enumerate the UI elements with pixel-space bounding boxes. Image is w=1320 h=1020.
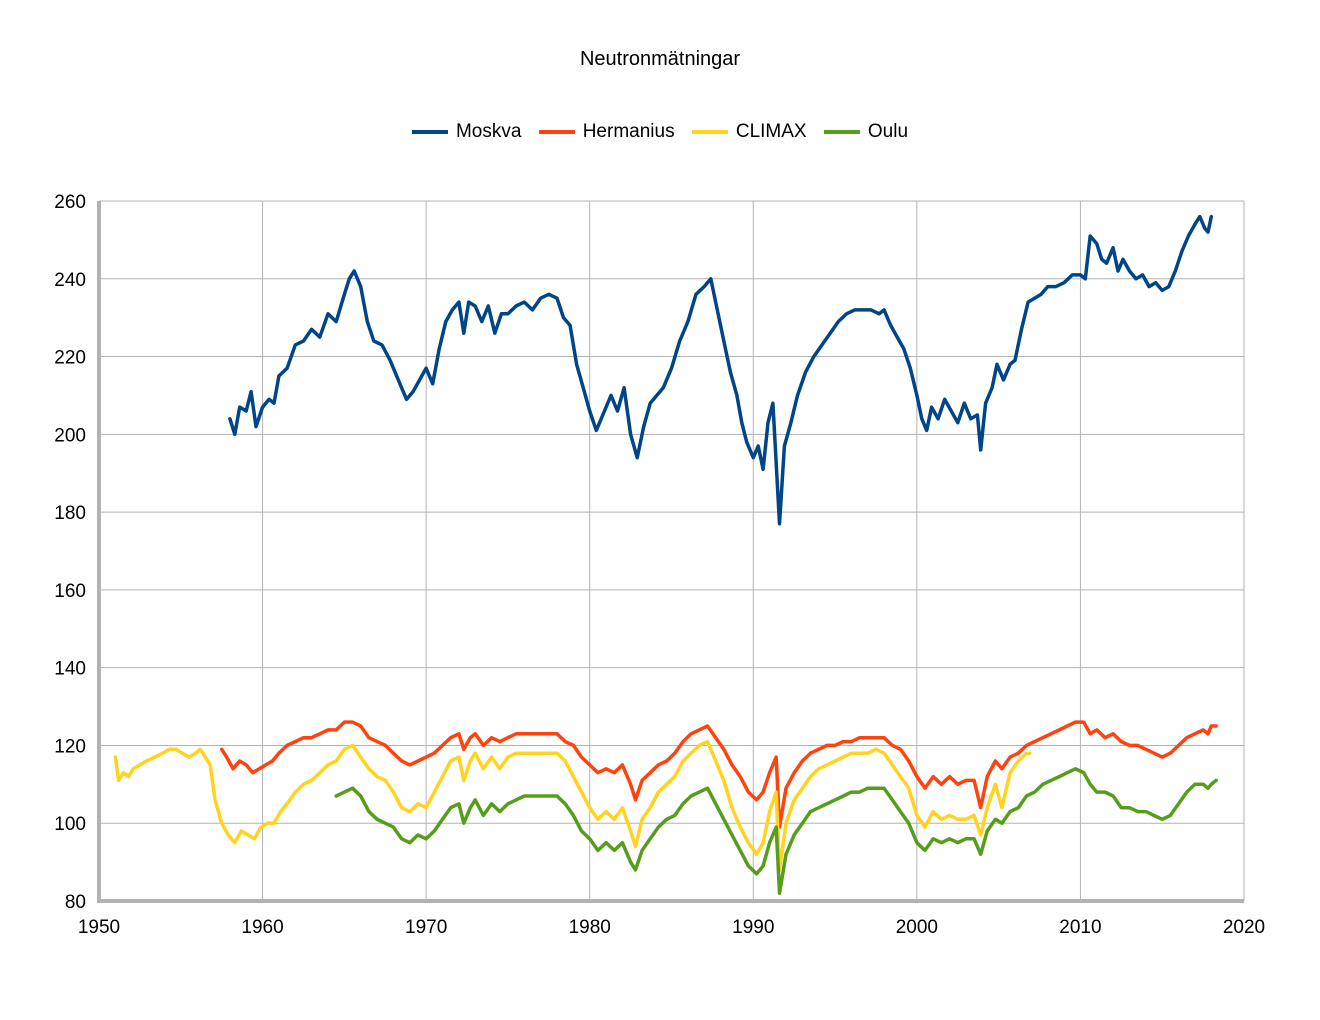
series-line-oulu (334, 767, 1218, 895)
y-tick-label-200: 200 (54, 425, 86, 446)
series-line-climax (113, 739, 1032, 872)
legend-swatch-moskva (411, 130, 448, 134)
legend: Moskva Hermanius CLIMAX Oulu (0, 118, 1320, 143)
x-tick-label-1990: 1990 (732, 917, 774, 938)
y-tick-label-160: 160 (54, 581, 86, 602)
x-tick-label-1950: 1950 (78, 917, 120, 938)
legend-item-climax: CLIMAX (691, 121, 807, 143)
y-tick-label-140: 140 (54, 659, 86, 680)
y-tick-label-240: 240 (54, 270, 86, 291)
chart-title: Neutronmätningar (579, 48, 741, 70)
legend-item-oulu: Oulu (823, 121, 909, 143)
grid (98, 200, 1245, 902)
x-tick-label-1970: 1970 (405, 917, 447, 938)
series-lines (113, 214, 1218, 895)
tick-labels: 80 100 120 140 160 180 200 220 240 260 1950 1960 197… (54, 192, 1265, 938)
y-tick-label-220: 220 (54, 348, 86, 369)
y-tick-label-180: 180 (54, 503, 86, 524)
legend-label-moskva: Moskva (455, 121, 522, 142)
legend-label-oulu: Oulu (867, 121, 909, 142)
x-tick-label-2020: 2020 (1223, 917, 1265, 938)
legend-label-climax: CLIMAX (735, 121, 807, 142)
legend-swatch-oulu (823, 130, 860, 134)
legend-label-hermanius: Hermanius (582, 121, 675, 142)
y-tick-label-120: 120 (54, 736, 86, 757)
x-tick-label-1980: 1980 (569, 917, 611, 938)
legend-swatch-hermanius (538, 130, 575, 134)
series-line-moskva (228, 214, 1214, 526)
x-tick-label-2000: 2000 (896, 917, 938, 938)
legend-item-hermanius: Hermanius (538, 121, 675, 143)
legend-item-moskva: Moskva (411, 121, 522, 143)
y-tick-label-100: 100 (54, 814, 86, 835)
legend-swatch-climax (691, 130, 728, 134)
y-tick-label-260: 260 (54, 192, 86, 213)
x-tick-label-2010: 2010 (1059, 917, 1101, 938)
axes (97, 201, 1244, 903)
x-tick-label-1960: 1960 (241, 917, 283, 938)
series-line-hermanius (219, 720, 1218, 829)
y-tick-label-80: 80 (65, 892, 86, 913)
